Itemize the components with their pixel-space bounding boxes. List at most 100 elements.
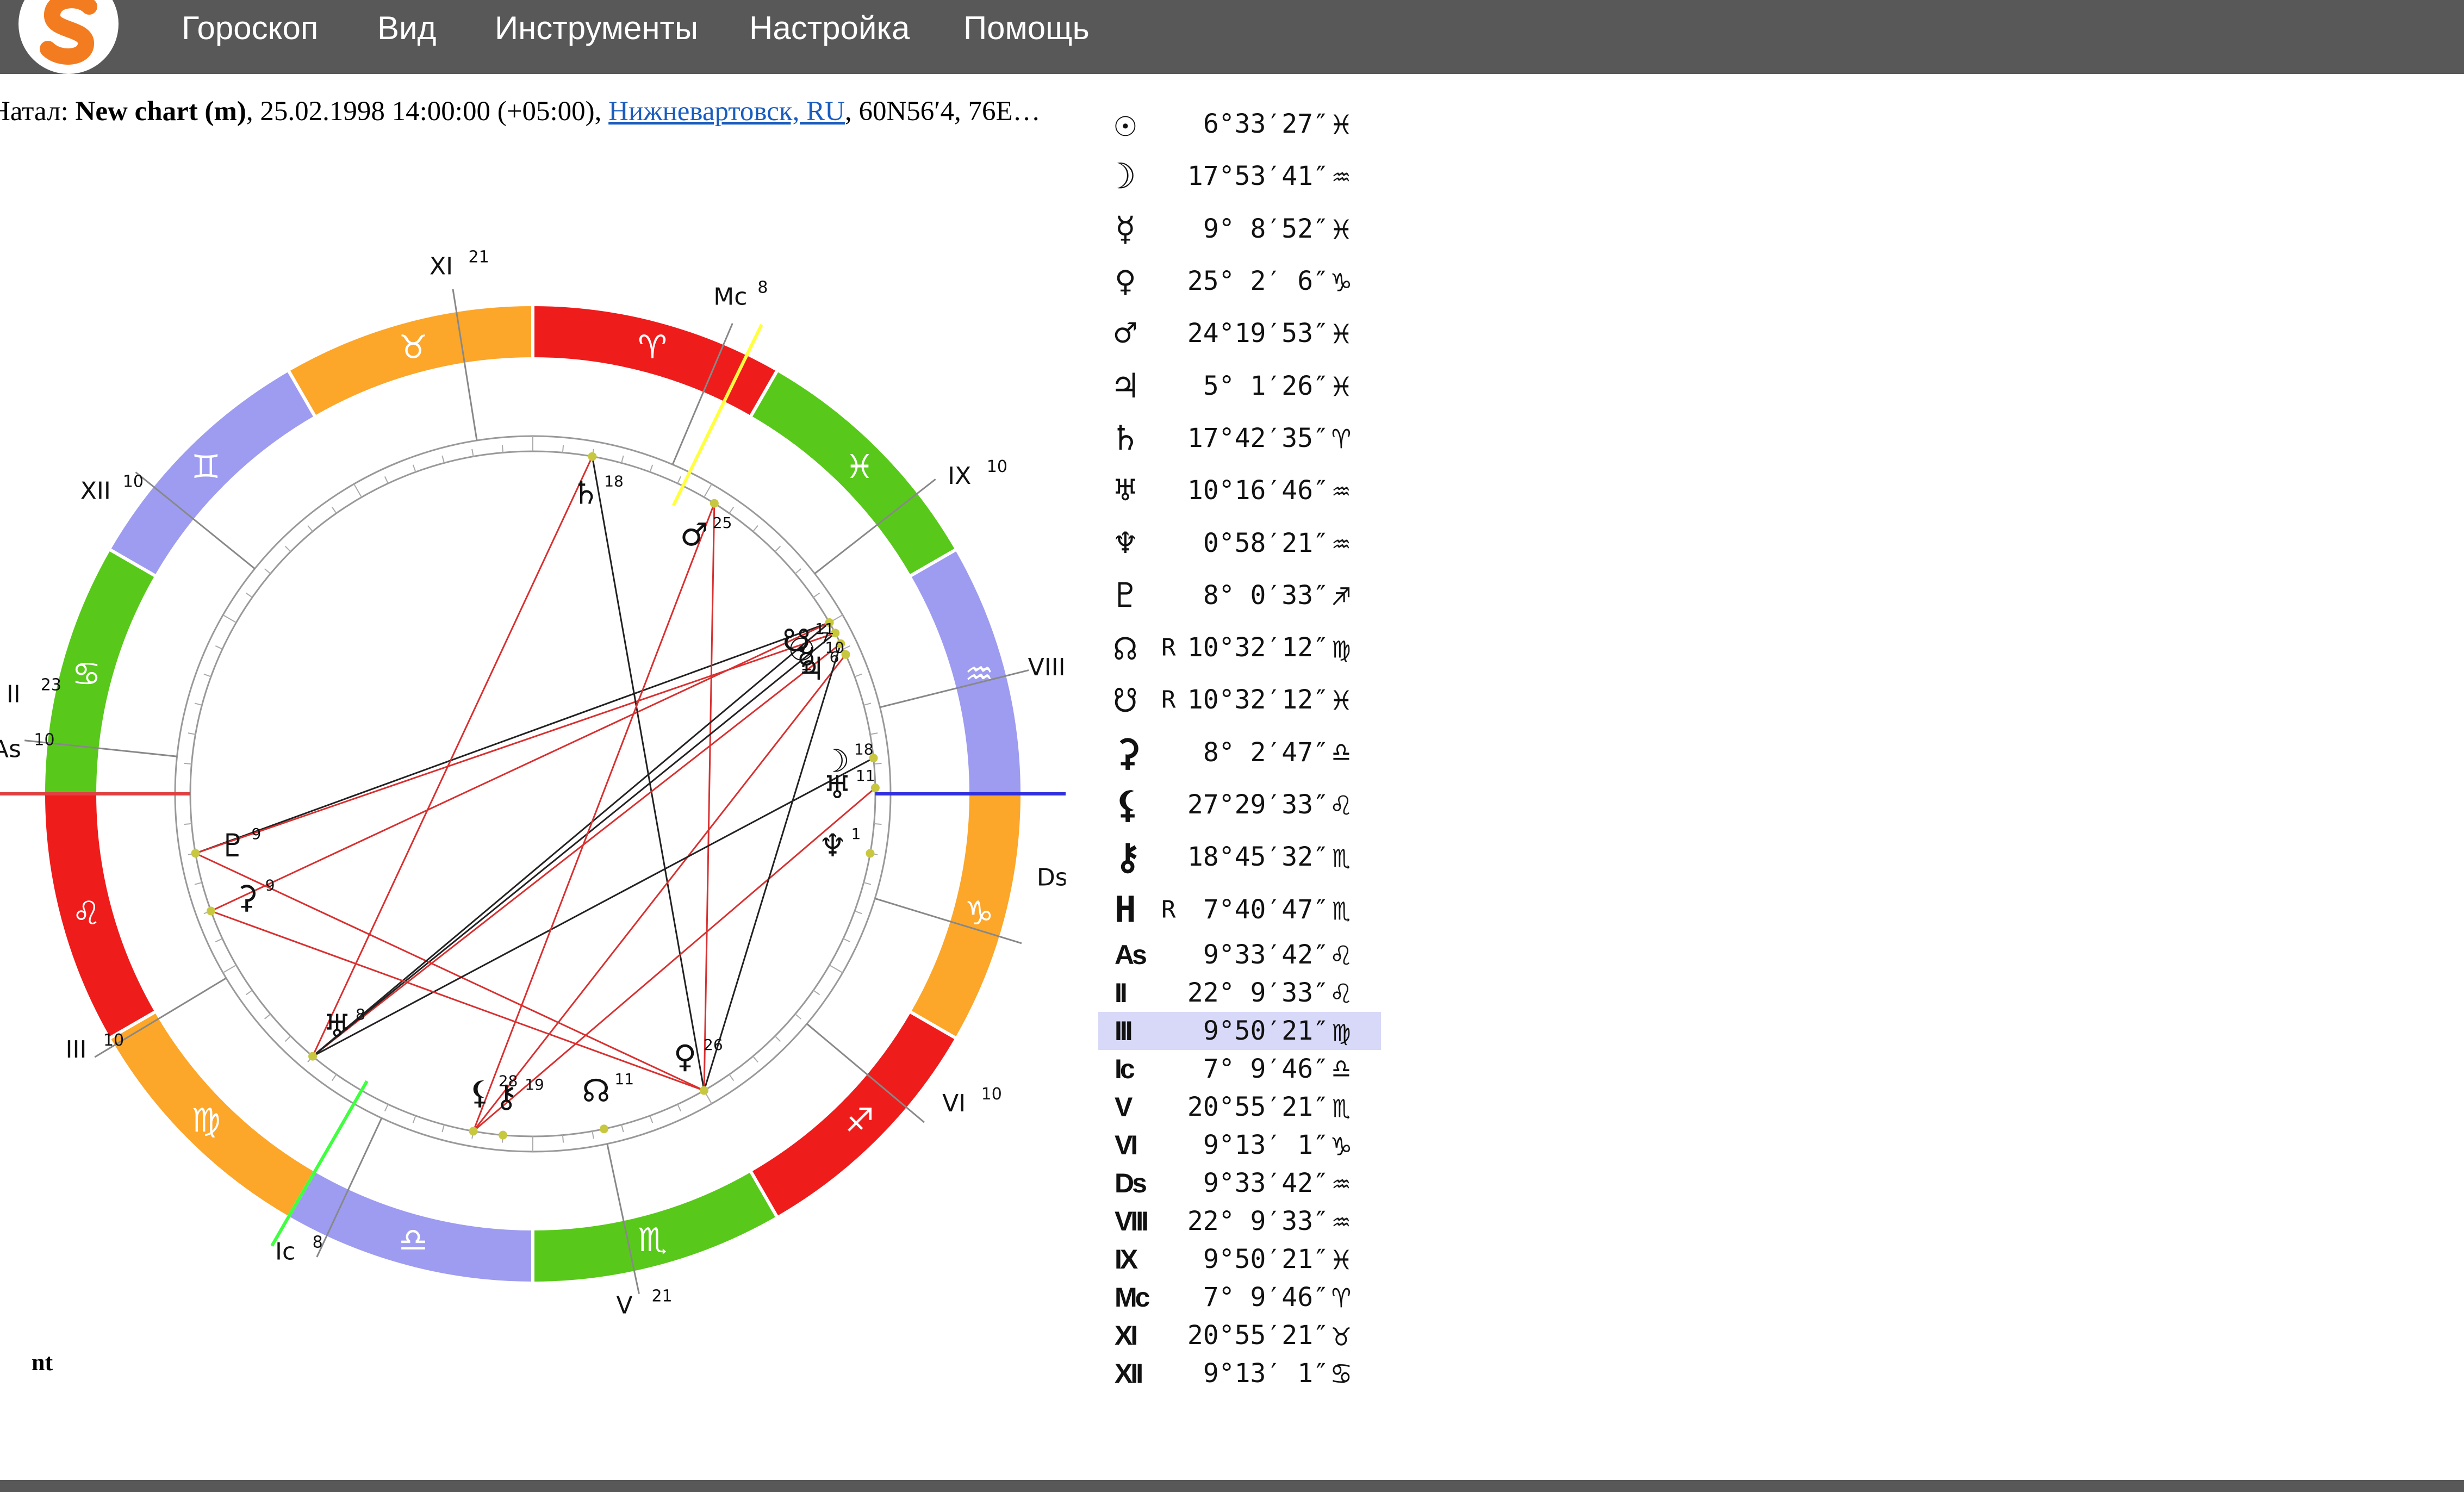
degree-tick (729, 1074, 735, 1081)
chart-coords: , 60N56′4, 76E… (844, 96, 1041, 127)
position-row[interactable]: ♀ 25° 2′ 6″ ♑ (1098, 255, 1381, 307)
planet-point (588, 452, 597, 461)
planet-glyph-icon: ⚳ (235, 879, 258, 916)
house-label: Mc (713, 283, 747, 311)
position-degree: 10°32′12″ (1187, 632, 1329, 663)
menu-tools[interactable]: Инструменты (495, 10, 699, 46)
zodiac-sign-icon: ♒ (1332, 1203, 1351, 1239)
planet-degree-sup: 9 (252, 825, 262, 843)
house-row[interactable]: IX 9°50′21″ ♓ (1098, 1240, 1381, 1278)
planet-point (836, 639, 845, 648)
aspect-line (591, 456, 705, 1091)
degree-tick (621, 1124, 624, 1133)
house-row[interactable]: V 20°55′21″ ♏ (1098, 1088, 1381, 1126)
degree-tick (284, 545, 291, 552)
zodiac-sign-icon: ♉ (399, 328, 428, 366)
aspect-line (210, 621, 830, 912)
position-row[interactable]: ⚷ 18°45′32″ ♏ (1098, 831, 1381, 883)
planet-glyph-icon: ☉ (1115, 103, 1136, 145)
position-row[interactable]: ⚸ 27°29′33″ ♌ (1098, 779, 1381, 831)
menu-horoscope[interactable]: Гороскоп (182, 10, 319, 46)
degree-tick (412, 1115, 416, 1123)
outer-tick-circle (174, 435, 892, 1153)
planet-degree-sup: 18 (854, 740, 874, 758)
degree-tick (829, 965, 843, 973)
house-row[interactable]: II 22° 9′33″ ♌ (1098, 974, 1381, 1012)
zodiac-sign-icon: ♐ (845, 1102, 874, 1140)
menu-settings[interactable]: Настройка (749, 10, 910, 46)
house-degree-sup: 21 (469, 248, 489, 267)
zodiac-sign-icon: ♏ (638, 1221, 667, 1259)
midheaven-axis (671, 324, 763, 507)
house-degree: 20°55′21″ (1187, 1091, 1329, 1122)
position-row[interactable]: ♄ 17°42′35″ ♈ (1098, 412, 1381, 464)
position-row[interactable]: ☉ 6°33′27″ ♓ (1098, 98, 1381, 150)
zodiac-sign-icon: ♒ (1332, 1165, 1351, 1201)
position-row[interactable]: ☊ R 10°32′12″ ♍ (1098, 621, 1381, 674)
degree-tick (194, 882, 202, 885)
planet-point (308, 1052, 318, 1061)
position-row[interactable]: ♃ 5° 1′26″ ♓ (1098, 359, 1381, 412)
menu-help[interactable]: Помощь (963, 10, 1090, 46)
position-row[interactable]: ☋ R 10°32′12″ ♓ (1098, 674, 1381, 726)
house-row[interactable]: Ds 9°33′42″ ♒ (1098, 1164, 1381, 1202)
chart-wheel[interactable]: ♈♉♊♋♌♍♎♏♐♑♒♓ XI21Mc8IX10VIII23Ds10VI10V2… (0, 136, 1066, 1387)
house-label: VI (1115, 1129, 1138, 1160)
zodiac-sign-icon: ♏ (1332, 839, 1351, 875)
position-degree: 5° 1′26″ (1203, 370, 1329, 401)
house-label: Ic (1115, 1053, 1135, 1084)
degree-tick (441, 455, 445, 463)
house-label: III (65, 1036, 86, 1064)
house-row[interactable]: Ic 7° 9′46″ ♎ (1098, 1050, 1381, 1088)
s-logo-icon (21, 0, 116, 72)
house-cusp-line (135, 471, 256, 570)
planet-point (599, 1124, 608, 1134)
degree-tick (215, 938, 223, 943)
aspect-line (472, 654, 847, 1132)
house-row[interactable]: III 9°50′21″ ♍ (1098, 1011, 1381, 1050)
degree-tick (863, 882, 872, 885)
zodiac-sign-icon: ♉ (1332, 1317, 1351, 1353)
planet-glyph-icon: ☉ (787, 631, 816, 668)
position-row[interactable]: ☿ 9° 8′52″ ♓ (1098, 203, 1381, 255)
zodiac-sign-icon: ♎ (1332, 1051, 1351, 1087)
chart-type: Натал: (0, 96, 69, 127)
position-row[interactable]: ♇ 8° 0′33″ ♐ (1098, 569, 1381, 621)
planet-point (870, 784, 880, 793)
zodiac-sign-icon: ♑ (1332, 263, 1351, 299)
planet-glyph-icon: ⚳ (1115, 731, 1141, 774)
house-row[interactable]: XII 9°13′ 1″ ♋ (1098, 1354, 1381, 1392)
bottom-bar (0, 1480, 2464, 1492)
position-row[interactable]: H R 7°40′47″ ♏ (1098, 883, 1381, 935)
zodiac-sign-icon: ♈ (1332, 1279, 1351, 1315)
house-row[interactable]: VI 9°13′ 1″ ♑ (1098, 1126, 1381, 1164)
position-row[interactable]: ♂ 24°19′53″ ♓ (1098, 307, 1381, 359)
house-row[interactable]: As 9°33′42″ ♌ (1098, 936, 1381, 974)
house-degree: 20°55′21″ (1187, 1320, 1329, 1351)
aspect-line (195, 621, 830, 854)
zodiac-sign-icon: ♑ (1332, 1127, 1351, 1163)
house-row[interactable]: XI 20°55′21″ ♉ (1098, 1316, 1381, 1354)
menu-view[interactable]: Вид (377, 10, 437, 46)
position-row[interactable]: ♆ 0°58′21″ ♒ (1098, 517, 1381, 569)
degree-tick (752, 1055, 758, 1062)
house-row[interactable]: VIII 22° 9′33″ ♒ (1098, 1202, 1381, 1240)
planet-glyph-icon: ☽ (1115, 155, 1136, 197)
degree-tick (215, 645, 223, 650)
house-label: As (0, 735, 21, 763)
planet-glyph-icon: ☿ (1115, 208, 1136, 250)
house-degree: 9°33′42″ (1203, 1167, 1329, 1198)
zodiac-sign-icon: ♍ (191, 1102, 221, 1140)
degree-tick (471, 449, 474, 457)
chart-place-link[interactable]: Нижневартовск, RU (608, 96, 845, 127)
aspect-line (312, 643, 842, 1057)
degree-tick (677, 1104, 682, 1112)
zodiac-sign-icon: ♐ (1332, 577, 1351, 613)
position-row[interactable]: ♅ 10°16′46″ ♒ (1098, 464, 1381, 517)
house-degree-sup: 10 (123, 473, 144, 492)
house-row[interactable]: Mc 7° 9′46″ ♈ (1098, 1278, 1381, 1316)
position-row[interactable]: ☽ 17°53′41″ ♒ (1098, 150, 1381, 202)
position-row[interactable]: ⚳ 8° 2′47″ ♎ (1098, 726, 1381, 779)
house-cusp-line (880, 669, 1029, 708)
app-logo[interactable] (18, 0, 119, 74)
